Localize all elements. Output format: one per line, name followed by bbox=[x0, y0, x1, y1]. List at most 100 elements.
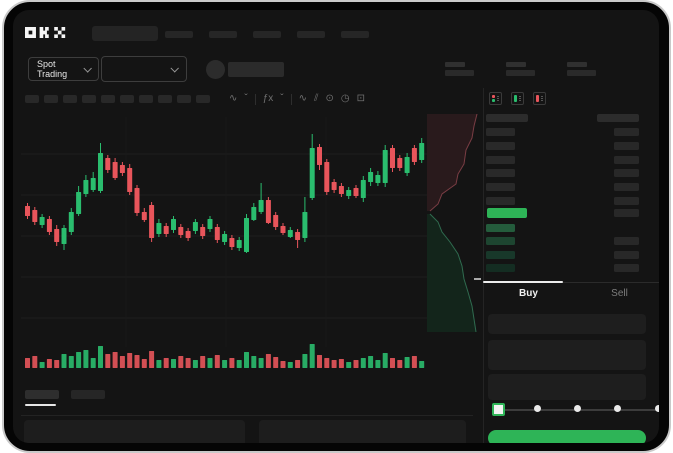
stat-group bbox=[567, 62, 596, 76]
slider-stop-dot[interactable] bbox=[574, 405, 581, 412]
interval-chip[interactable] bbox=[196, 95, 210, 103]
market-type-dropdown[interactable]: Spot Trading bbox=[28, 57, 99, 81]
ask-price-placeholder[interactable] bbox=[486, 128, 515, 136]
draw-tool-icon[interactable]: ⫽ bbox=[314, 93, 319, 104]
chevron-down-icon bbox=[83, 64, 93, 73]
chart-toolbar-icons: ∿ ˇ ƒx ˇ ∿ ⫽ ⊙ ◷ ⊡ bbox=[229, 91, 365, 107]
bid-amount-placeholder bbox=[614, 264, 639, 272]
ask-amount-placeholder bbox=[614, 142, 639, 150]
chevron-down-icon[interactable]: ˇ bbox=[244, 93, 248, 104]
toolbar-separator bbox=[290, 93, 292, 105]
history-icon[interactable]: ◷ bbox=[340, 93, 350, 104]
market-type-label: Spot Trading bbox=[37, 59, 68, 79]
stat-value-placeholder bbox=[506, 70, 535, 76]
buy-tab-active-indicator bbox=[483, 281, 563, 283]
candlestick-chart[interactable] bbox=[21, 117, 431, 373]
nav-item-placeholder[interactable] bbox=[165, 31, 193, 38]
interval-chip[interactable] bbox=[82, 95, 96, 103]
interval-chip[interactable] bbox=[120, 95, 134, 103]
chevron-down-icon bbox=[170, 64, 179, 73]
ask-amount-placeholder bbox=[614, 156, 639, 164]
divider bbox=[21, 415, 473, 416]
bid-price-placeholder[interactable] bbox=[486, 224, 515, 232]
slider-stop-dot[interactable] bbox=[614, 405, 621, 412]
orderbook-view-both-icon[interactable] bbox=[489, 92, 502, 105]
okx-logo bbox=[25, 27, 66, 38]
tab-sell[interactable]: Sell bbox=[611, 288, 628, 299]
nav-item-placeholder[interactable] bbox=[297, 31, 325, 38]
orderbook-view-bids-icon[interactable] bbox=[511, 92, 524, 105]
top-nav-items bbox=[165, 31, 369, 39]
interval-chip[interactable] bbox=[177, 95, 191, 103]
line-chart-icon[interactable]: ∿ bbox=[298, 93, 308, 104]
interval-chip[interactable] bbox=[63, 95, 77, 103]
nav-item-placeholder[interactable] bbox=[209, 31, 237, 38]
pair-dropdown[interactable] bbox=[101, 56, 187, 82]
ask-price-placeholder[interactable] bbox=[486, 142, 515, 150]
active-tab-underline bbox=[25, 404, 56, 406]
trade-input-placeholder[interactable] bbox=[488, 374, 646, 400]
indicators-icon[interactable]: ƒx bbox=[262, 93, 274, 104]
chevron-down-icon[interactable]: ˇ bbox=[280, 93, 284, 104]
bid-price-placeholder[interactable] bbox=[486, 251, 515, 259]
bottom-tabs bbox=[25, 390, 105, 399]
slider-stop-dot[interactable] bbox=[655, 405, 659, 412]
app-window: Spot Trading ∿ ˇ ƒx ˇ ∿ ⫽ ⊙ ◷ ⊡ bbox=[13, 10, 659, 443]
tab-history-placeholder[interactable] bbox=[71, 390, 105, 399]
interval-chip[interactable] bbox=[139, 95, 153, 103]
global-search-placeholder[interactable] bbox=[92, 26, 158, 41]
stat-value-placeholder bbox=[445, 70, 474, 76]
interval-chip[interactable] bbox=[101, 95, 115, 103]
fullscreen-icon[interactable]: ⊡ bbox=[356, 93, 366, 104]
bid-price-placeholder[interactable] bbox=[486, 237, 515, 245]
bid-price-placeholder[interactable] bbox=[486, 264, 515, 272]
interval-chip[interactable] bbox=[158, 95, 172, 103]
tab-buy[interactable]: Buy bbox=[519, 288, 538, 299]
pair-name-placeholder bbox=[228, 62, 284, 77]
interval-chip[interactable] bbox=[25, 95, 39, 103]
trade-tabs-divider bbox=[483, 282, 659, 283]
orderbook-view-asks-icon[interactable] bbox=[533, 92, 546, 105]
toolbar-separator bbox=[254, 93, 256, 105]
ask-amount-placeholder bbox=[614, 128, 639, 136]
history-panel-placeholder bbox=[259, 420, 466, 443]
orderbook-view-modes bbox=[489, 92, 546, 105]
stat-label-placeholder bbox=[567, 62, 587, 67]
interval-chips bbox=[25, 95, 210, 103]
orders-panel-placeholder bbox=[24, 420, 245, 443]
amount-placeholder bbox=[614, 209, 639, 217]
stat-label-placeholder bbox=[445, 62, 465, 67]
ask-amount-placeholder bbox=[614, 169, 639, 177]
bid-amount-placeholder bbox=[614, 251, 639, 259]
trade-input-placeholder[interactable] bbox=[488, 340, 646, 370]
ask-price-placeholder[interactable] bbox=[486, 156, 515, 164]
last-price-indicator[interactable] bbox=[487, 208, 527, 218]
candle-style-icon[interactable]: ∿ bbox=[229, 93, 238, 104]
trade-input-placeholder[interactable] bbox=[488, 314, 646, 334]
depth-chart bbox=[427, 114, 481, 332]
nav-item-placeholder[interactable] bbox=[341, 31, 369, 38]
ask-price-placeholder[interactable] bbox=[486, 169, 515, 177]
orderbook-amount-header-placeholder bbox=[597, 114, 639, 122]
stat-group bbox=[445, 62, 474, 76]
ask-price-placeholder[interactable] bbox=[486, 183, 515, 191]
market-stats bbox=[445, 62, 596, 76]
ask-amount-placeholder bbox=[614, 183, 639, 191]
ask-amount-placeholder bbox=[614, 197, 639, 205]
amount-slider-handle[interactable] bbox=[492, 403, 505, 416]
stat-label-placeholder bbox=[506, 62, 526, 67]
interval-chip[interactable] bbox=[44, 95, 58, 103]
orderbook-price-header-placeholder bbox=[486, 114, 528, 122]
ask-price-placeholder[interactable] bbox=[486, 197, 515, 205]
stat-group bbox=[506, 62, 535, 76]
tab-orders-placeholder[interactable] bbox=[25, 390, 59, 399]
bid-amount-placeholder bbox=[614, 237, 639, 245]
nav-item-placeholder[interactable] bbox=[253, 31, 281, 38]
panel-divider bbox=[483, 88, 484, 443]
buy-submit-button[interactable] bbox=[488, 430, 646, 443]
pair-coin-avatar bbox=[206, 60, 225, 79]
camera-icon[interactable]: ⊙ bbox=[325, 93, 334, 104]
slider-stop-dot[interactable] bbox=[534, 405, 541, 412]
